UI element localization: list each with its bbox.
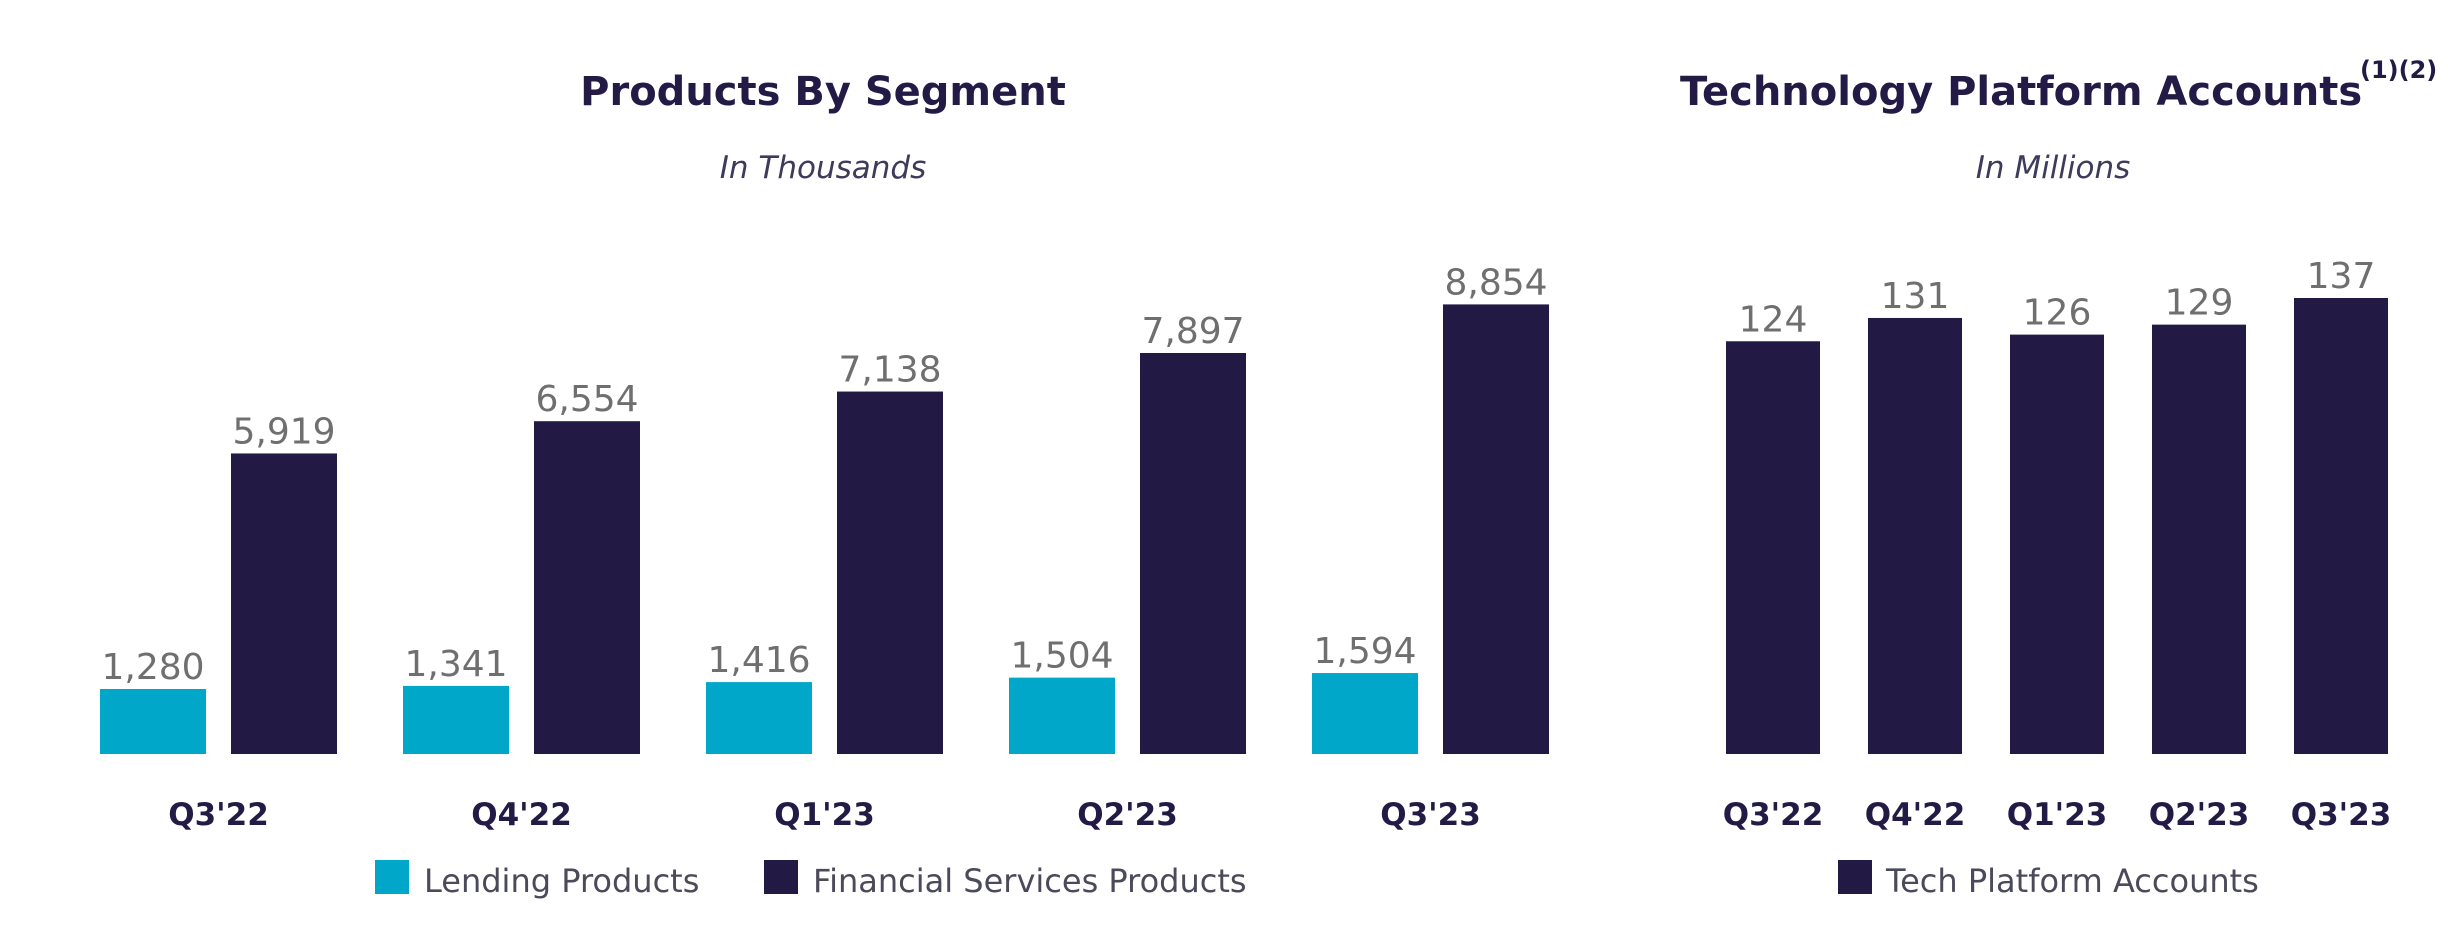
chart2-plot: 124 Q3'22 131 Q4'22 126 Q1'23 129 Q2'23 137 Q3'23 [1723, 256, 2392, 833]
x-tick-label-q3-22: Q3'22 [1723, 797, 1824, 833]
data-label-lending-products-q3-22: 1,280 [101, 647, 204, 688]
bar-tech-platform-accounts-q4-22 [1868, 317, 1962, 754]
chart2-title: Technology Platform Accounts [1680, 69, 2362, 115]
x-tick-label-q1-23: Q1'23 [774, 797, 875, 833]
x-tick-label-q3-22: Q3'22 [168, 797, 269, 833]
data-label-tech-platform-accounts-q3-23: 137 [2307, 256, 2376, 297]
chart2-title-superscript: (1)(2) [2360, 56, 2437, 84]
bar-financial-services-products-q4-22 [534, 421, 640, 754]
data-label-financial-services-products-q3-22: 5,919 [232, 411, 335, 452]
bar-lending-products-q1-23 [706, 682, 812, 754]
legend-label-financial-services: Financial Services Products [813, 862, 1247, 900]
bar-financial-services-products-q1-23 [837, 391, 943, 754]
bar-tech-platform-accounts-q1-23 [2010, 334, 2104, 754]
legend-swatch-tech-platform [1838, 860, 1872, 894]
bar-lending-products-q3-22 [100, 689, 206, 754]
chart1-subtitle: In Thousands [720, 150, 926, 186]
data-label-tech-platform-accounts-q2-23: 129 [2165, 283, 2234, 324]
x-tick-label-q1-23: Q1'23 [2007, 797, 2108, 833]
data-label-tech-platform-accounts-q3-22: 124 [1739, 299, 1808, 340]
data-label-financial-services-products-q1-23: 7,138 [838, 350, 941, 391]
x-tick-label-q2-23: Q2'23 [1077, 797, 1178, 833]
legend-label-lending: Lending Products [424, 862, 699, 900]
bar-lending-products-q3-23 [1312, 673, 1418, 754]
bar-tech-platform-accounts-q3-22 [1726, 341, 1820, 754]
chart1-plot: 1,280 5,919 Q3'22 1,341 6,554 Q4'22 1,416 7,138… [100, 262, 1549, 833]
chart2-subtitle: In Millions [1976, 150, 2131, 186]
bar-financial-services-products-q2-23 [1140, 353, 1246, 754]
bar-lending-products-q2-23 [1009, 677, 1115, 754]
chart2-legend: Tech Platform Accounts [1838, 860, 2259, 900]
bar-lending-products-q4-22 [403, 685, 509, 754]
data-label-financial-services-products-q3-23: 8,854 [1444, 262, 1547, 303]
x-tick-label-q2-23: Q2'23 [2149, 797, 2250, 833]
data-label-tech-platform-accounts-q4-22: 131 [1881, 276, 1950, 317]
bar-tech-platform-accounts-q3-23 [2294, 298, 2388, 754]
x-tick-label-q3-23: Q3'23 [2291, 797, 2392, 833]
bar-tech-platform-accounts-q2-23 [2152, 324, 2246, 754]
legend-label-tech-platform: Tech Platform Accounts [1885, 862, 2259, 900]
x-tick-label-q4-22: Q4'22 [471, 797, 572, 833]
data-label-lending-products-q4-22: 1,341 [404, 644, 507, 685]
data-label-lending-products-q3-23: 1,594 [1313, 631, 1416, 672]
bar-financial-services-products-q3-23 [1443, 304, 1549, 754]
data-label-financial-services-products-q4-22: 6,554 [535, 379, 638, 420]
data-label-financial-services-products-q2-23: 7,897 [1141, 311, 1244, 352]
legend-swatch-lending [375, 860, 409, 894]
data-label-tech-platform-accounts-q1-23: 126 [2023, 293, 2092, 334]
bar-financial-services-products-q3-22 [231, 453, 337, 754]
x-tick-label-q4-22: Q4'22 [1865, 797, 1966, 833]
data-label-lending-products-q2-23: 1,504 [1010, 636, 1113, 677]
chart1-title: Products By Segment [580, 69, 1066, 115]
legend-swatch-financial-services [764, 860, 798, 894]
chart1-legend: Lending Products Financial Services Prod… [375, 860, 1247, 900]
data-label-lending-products-q1-23: 1,416 [707, 640, 810, 681]
x-tick-label-q3-23: Q3'23 [1380, 797, 1481, 833]
